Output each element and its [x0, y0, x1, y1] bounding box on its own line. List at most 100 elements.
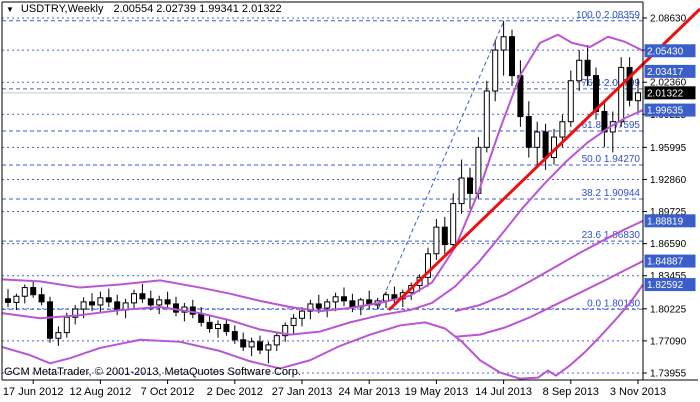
- candle-body: [349, 300, 356, 308]
- indicator-price-badge: [644, 278, 696, 292]
- candle-body: [307, 303, 314, 312]
- candle-body: [450, 203, 457, 246]
- fibonacci-level-label: 38.2 1.90944: [582, 188, 641, 199]
- candle-body: [509, 36, 515, 77]
- date-tick-label: 17 Jun 2012: [3, 386, 64, 398]
- candle-body: [265, 344, 272, 351]
- current-price-badge: [644, 86, 696, 100]
- candle-body: [576, 59, 583, 82]
- price-tick-label: 1.73955: [650, 368, 687, 379]
- candle-body: [231, 331, 238, 341]
- date-tick-label: 19 May 2013: [405, 386, 469, 398]
- candle-body: [80, 301, 87, 310]
- candle-body: [72, 308, 79, 318]
- candle-body: [13, 295, 20, 303]
- candle-body: [635, 92, 641, 102]
- candle-body: [47, 301, 53, 339]
- fibonacci-level-label: 50.0 1.94270: [582, 154, 641, 165]
- date-tick-label: 8 Sep 2013: [543, 386, 599, 398]
- fibonacci-level-label: 100.0 2.08359: [576, 10, 640, 21]
- candle-body: [139, 293, 146, 300]
- candle-body: [315, 303, 322, 309]
- candle-body: [467, 177, 473, 194]
- candle-body: [492, 49, 499, 92]
- candle-body: [542, 131, 549, 159]
- price-badge-label: 1.84887: [647, 257, 684, 268]
- price-badge-label: 2.05430: [647, 46, 684, 57]
- candle-body: [458, 177, 465, 205]
- price-tick-label: 2.08630: [650, 14, 687, 25]
- date-tick-label: 14 Jul 2013: [475, 386, 532, 398]
- price-tick-label: 2.02360: [650, 78, 687, 89]
- candle-body: [290, 317, 297, 326]
- fibonacci-level-label: 76.4 2.01709: [582, 78, 641, 89]
- candle-body: [156, 299, 163, 306]
- price-badge-label: 1.99635: [647, 106, 684, 117]
- candle-body: [324, 301, 331, 309]
- candle-body: [30, 287, 37, 296]
- candle-body: [425, 253, 431, 278]
- candle-body: [38, 294, 45, 303]
- date-tick-label: 24 Mar 2013: [338, 386, 400, 398]
- date-tick-label: 3 Nov 2013: [610, 386, 666, 398]
- candle-body: [282, 324, 289, 337]
- fibonacci-level-label: 0.0 1.80180: [587, 298, 640, 309]
- date-tick-label: 27 Jan 2013: [272, 386, 333, 398]
- price-tick-label: 1.92860: [650, 175, 687, 186]
- candle-body: [441, 226, 448, 246]
- price-tick-label: 1.83455: [650, 271, 687, 282]
- candle-body: [525, 116, 532, 148]
- candle-body: [147, 298, 154, 306]
- band-middle: [1, 109, 644, 336]
- candle-body: [257, 341, 263, 351]
- candle-body: [206, 321, 213, 330]
- candle-body: [584, 59, 591, 77]
- candle-body: [500, 36, 507, 51]
- band-lower: [1, 283, 644, 380]
- indicator-price-badge: [644, 254, 696, 268]
- candle-body: [89, 301, 95, 306]
- candle-body: [567, 80, 574, 123]
- candle-body: [131, 293, 137, 304]
- band-slow-lower: [454, 260, 644, 338]
- candle-body: [534, 131, 541, 148]
- symbol-period-label: USDTRY,Weekly: [20, 3, 104, 15]
- candle-body: [433, 226, 440, 255]
- candle-body: [5, 298, 11, 303]
- candle-body: [164, 299, 171, 305]
- indicator-price-badge: [644, 103, 696, 117]
- candle-body: [55, 332, 62, 339]
- candle-body: [173, 303, 179, 313]
- candle-body: [63, 316, 70, 334]
- indicator-price-badge: [644, 44, 696, 58]
- price-tick-label: 1.89725: [650, 207, 687, 218]
- watermark-text: GCM MetaTrader, © 2001-2013, MetaQuotes …: [4, 366, 301, 378]
- candle-body: [223, 323, 230, 333]
- indicator-price-badge: [644, 64, 696, 78]
- price-badge-label: 2.01322: [647, 88, 684, 99]
- price-badge-label: 2.03417: [647, 67, 684, 78]
- price-tick-label: 1.86590: [650, 239, 687, 250]
- candle-body: [248, 341, 255, 348]
- candle-body: [299, 310, 305, 319]
- candle-body: [189, 306, 196, 315]
- candle-body: [483, 90, 490, 148]
- date-tick-label: 12 Aug 2012: [70, 386, 132, 398]
- candle-body: [626, 66, 633, 101]
- candle-body: [618, 66, 625, 123]
- candle-body: [97, 297, 104, 306]
- chevron-down-icon[interactable]: ▼: [6, 4, 14, 14]
- candle-body: [105, 297, 112, 303]
- date-tick-label: 7 Oct 2012: [141, 386, 195, 398]
- candle-body: [215, 323, 221, 330]
- candle-body: [240, 339, 247, 348]
- trendline: [387, 7, 700, 312]
- price-tick-label: 1.95995: [650, 143, 687, 154]
- indicator-price-badge: [644, 214, 696, 228]
- price-tick-label: 1.77090: [650, 336, 687, 347]
- candle-body: [198, 313, 205, 323]
- candle-body: [332, 296, 339, 303]
- candle-body: [114, 301, 121, 311]
